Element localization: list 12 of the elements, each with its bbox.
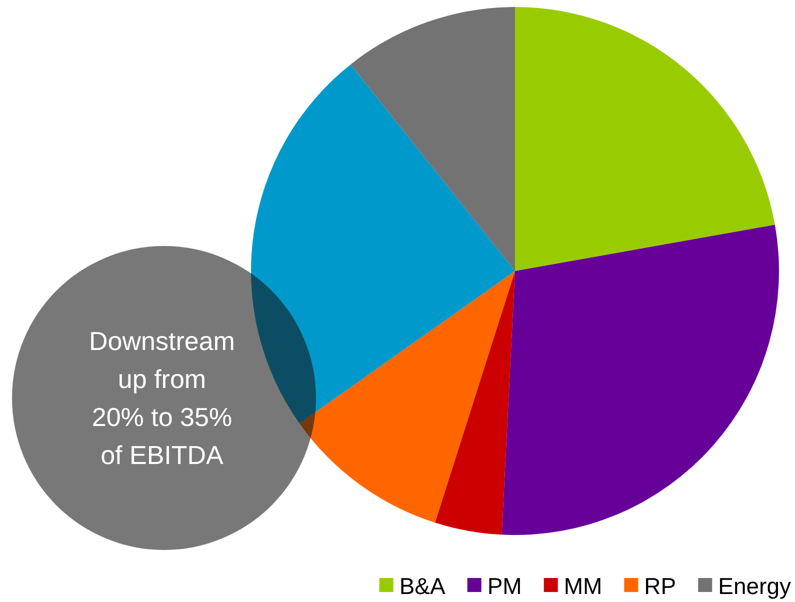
pie-slice	[350, 7, 515, 271]
pie-slice	[251, 64, 515, 424]
pie-slice	[435, 271, 515, 535]
text: Downstream up from 20% to 35% of EBITDA	[89, 326, 235, 470]
pie-slice	[515, 7, 775, 271]
legend-label: Energy	[718, 573, 792, 599]
legend-label: MM	[564, 573, 602, 599]
pie-slice	[299, 271, 515, 523]
legend-label: B&A	[399, 573, 446, 599]
legend-label: RP	[644, 573, 676, 599]
pie-slice	[502, 224, 779, 535]
legend-label: PM	[487, 573, 522, 599]
